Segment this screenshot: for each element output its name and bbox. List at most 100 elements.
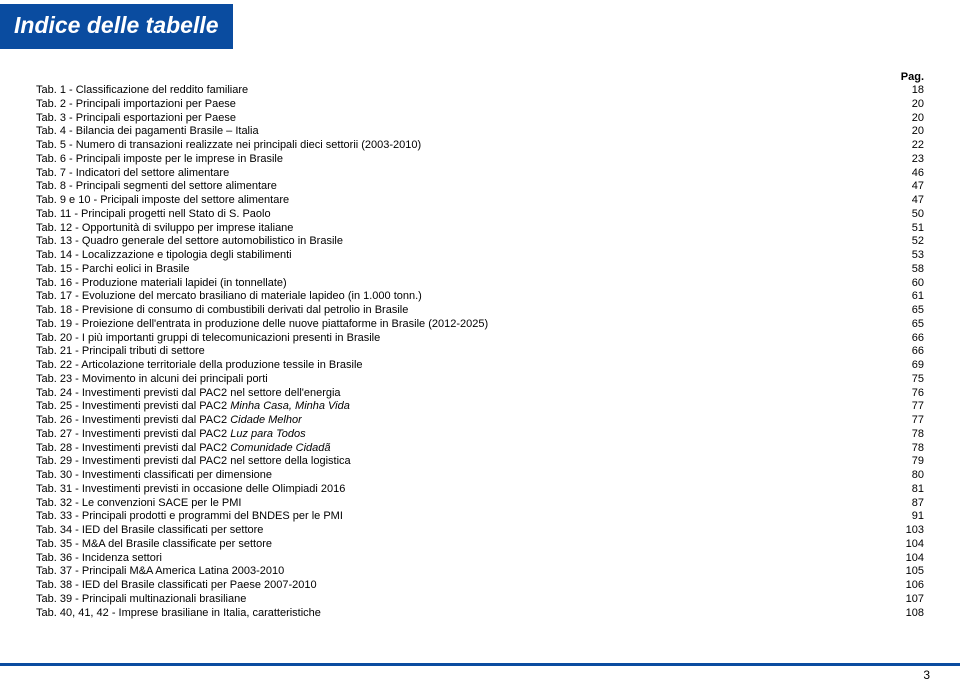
toc-page: 51: [904, 222, 924, 236]
toc-label: Tab. 31 - Investimenti previsti in occas…: [36, 483, 345, 497]
toc-label: Tab. 27 - Investimenti previsti dal PAC2…: [36, 428, 306, 442]
toc-page: 23: [904, 153, 924, 167]
toc-label: Tab. 6 - Principali imposte per le impre…: [36, 153, 283, 167]
toc-label: Tab. 21 - Principali tributi di settore: [36, 345, 205, 359]
toc-row: Tab. 11 - Principali progetti nell Stato…: [36, 208, 924, 222]
toc-page: 104: [898, 552, 924, 566]
toc-label: Tab. 5 - Numero di transazioni realizzat…: [36, 139, 421, 153]
toc-page: 20: [904, 112, 924, 126]
toc-row: Tab. 3 - Principali esportazioni per Pae…: [36, 112, 924, 126]
toc-page: 81: [904, 483, 924, 497]
toc-label: Tab. 19 - Proiezione dell'entrata in pro…: [36, 318, 488, 332]
toc-page: 20: [904, 125, 924, 139]
toc-page: 66: [904, 345, 924, 359]
toc-page: 103: [898, 524, 924, 538]
toc-row: Tab. 35 - M&A del Brasile classificate p…: [36, 538, 924, 552]
page-number: 3: [0, 666, 960, 682]
toc-row: Tab. 5 - Numero di transazioni realizzat…: [36, 139, 924, 153]
toc-page: 65: [904, 318, 924, 332]
toc-label: Tab. 12 - Opportunità di sviluppo per im…: [36, 222, 293, 236]
toc-page: 77: [904, 400, 924, 414]
toc-page: 91: [904, 510, 924, 524]
toc-row: Tab. 8 - Principali segmenti del settore…: [36, 180, 924, 194]
page-title: Indice delle tabelle: [0, 4, 233, 49]
toc-page: 80: [904, 469, 924, 483]
toc-label: Tab. 28 - Investimenti previsti dal PAC2…: [36, 442, 331, 456]
toc-page: 79: [904, 455, 924, 469]
toc-row: Tab. 13 - Quadro generale del settore au…: [36, 235, 924, 249]
toc-label: Tab. 15 - Parchi eolici in Brasile: [36, 263, 189, 277]
toc-container: Pag. Tab. 1 - Classificazione del reddit…: [0, 49, 960, 620]
page-column-header: Pag.: [36, 71, 924, 83]
toc-page: 47: [904, 180, 924, 194]
footer: 3: [0, 663, 960, 682]
toc-label: Tab. 8 - Principali segmenti del settore…: [36, 180, 277, 194]
toc-row: Tab. 19 - Proiezione dell'entrata in pro…: [36, 318, 924, 332]
toc-row: Tab. 20 - I più importanti gruppi di tel…: [36, 332, 924, 346]
toc-label: Tab. 25 - Investimenti previsti dal PAC2…: [36, 400, 350, 414]
toc-label: Tab. 13 - Quadro generale del settore au…: [36, 235, 343, 249]
toc-page: 46: [904, 167, 924, 181]
toc-row: Tab. 29 - Investimenti previsti dal PAC2…: [36, 455, 924, 469]
toc-row: Tab. 1 - Classificazione del reddito fam…: [36, 84, 924, 98]
toc-label: Tab. 16 - Produzione materiali lapidei (…: [36, 277, 287, 291]
toc-list: Tab. 1 - Classificazione del reddito fam…: [36, 84, 924, 620]
toc-page: 78: [904, 442, 924, 456]
toc-label: Tab. 40, 41, 42 - Imprese brasiliane in …: [36, 607, 321, 621]
toc-page: 69: [904, 359, 924, 373]
toc-page: 77: [904, 414, 924, 428]
toc-page: 108: [898, 607, 924, 621]
toc-row: Tab. 9 e 10 - Pricipali imposte del sett…: [36, 194, 924, 208]
toc-row: Tab. 36 - Incidenza settori 104: [36, 552, 924, 566]
toc-label: Tab. 9 e 10 - Pricipali imposte del sett…: [36, 194, 289, 208]
toc-row: Tab. 14 - Localizzazione e tipologia deg…: [36, 249, 924, 263]
toc-row: Tab. 37 - Principali M&A America Latina …: [36, 565, 924, 579]
toc-row: Tab. 38 - IED del Brasile classificati p…: [36, 579, 924, 593]
toc-label: Tab. 7 - Indicatori del settore alimenta…: [36, 167, 229, 181]
toc-label: Tab. 26 - Investimenti previsti dal PAC2…: [36, 414, 302, 428]
toc-label: Tab. 14 - Localizzazione e tipologia deg…: [36, 249, 292, 263]
toc-page: 105: [898, 565, 924, 579]
toc-label: Tab. 3 - Principali esportazioni per Pae…: [36, 112, 236, 126]
toc-row: Tab. 32 - Le convenzioni SACE per le PMI…: [36, 497, 924, 511]
toc-row: Tab. 25 - Investimenti previsti dal PAC2…: [36, 400, 924, 414]
toc-page: 20: [904, 98, 924, 112]
toc-page: 47: [904, 194, 924, 208]
toc-page: 75: [904, 373, 924, 387]
toc-page: 53: [904, 249, 924, 263]
toc-row: Tab. 7 - Indicatori del settore alimenta…: [36, 167, 924, 181]
toc-row: Tab. 16 - Produzione materiali lapidei (…: [36, 277, 924, 291]
toc-page: 78: [904, 428, 924, 442]
toc-label: Tab. 2 - Principali importazioni per Pae…: [36, 98, 236, 112]
toc-row: Tab. 12 - Opportunità di sviluppo per im…: [36, 222, 924, 236]
toc-label: Tab. 22 - Articolazione territoriale del…: [36, 359, 363, 373]
toc-page: 18: [904, 84, 924, 98]
toc-label: Tab. 24 - Investimenti previsti dal PAC2…: [36, 387, 341, 401]
toc-label: Tab. 30 - Investimenti classificati per …: [36, 469, 272, 483]
toc-page: 107: [898, 593, 924, 607]
toc-row: Tab. 30 - Investimenti classificati per …: [36, 469, 924, 483]
toc-label: Tab. 18 - Previsione di consumo di combu…: [36, 304, 408, 318]
toc-label: Tab. 32 - Le convenzioni SACE per le PMI: [36, 497, 241, 511]
toc-label: Tab. 23 - Movimento in alcuni dei princi…: [36, 373, 268, 387]
toc-page: 22: [904, 139, 924, 153]
toc-row: Tab. 15 - Parchi eolici in Brasile58: [36, 263, 924, 277]
toc-page: 61: [904, 290, 924, 304]
toc-page: 52: [904, 235, 924, 249]
toc-label: Tab. 33 - Principali prodotti e programm…: [36, 510, 343, 524]
toc-page: 65: [904, 304, 924, 318]
toc-row: Tab. 34 - IED del Brasile classificati p…: [36, 524, 924, 538]
toc-page: 60: [904, 277, 924, 291]
toc-row: Tab. 2 - Principali importazioni per Pae…: [36, 98, 924, 112]
toc-row: Tab. 18 - Previsione di consumo di combu…: [36, 304, 924, 318]
toc-label: Tab. 1 - Classificazione del reddito fam…: [36, 84, 248, 98]
toc-label: Tab. 38 - IED del Brasile classificati p…: [36, 579, 317, 593]
toc-label: Tab. 36 - Incidenza settori: [36, 552, 162, 566]
toc-label: Tab. 20 - I più importanti gruppi di tel…: [36, 332, 380, 346]
toc-row: Tab. 27 - Investimenti previsti dal PAC2…: [36, 428, 924, 442]
toc-label: Tab. 29 - Investimenti previsti dal PAC2…: [36, 455, 351, 469]
toc-row: Tab. 23 - Movimento in alcuni dei princi…: [36, 373, 924, 387]
toc-label: Tab. 17 - Evoluzione del mercato brasili…: [36, 290, 422, 304]
toc-label: Tab. 37 - Principali M&A America Latina …: [36, 565, 284, 579]
toc-page: 50: [904, 208, 924, 222]
